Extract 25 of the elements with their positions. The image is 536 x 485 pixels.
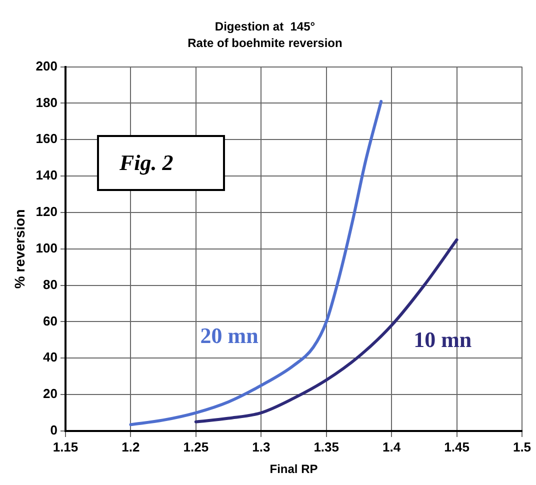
y-axis-title: % reversion — [11, 209, 28, 289]
x-tick-label: 1.45 — [444, 439, 470, 454]
x-tick-label: 1.15 — [52, 439, 78, 454]
x-tick-label: 1.3 — [252, 439, 270, 454]
x-tick-label: 1.2 — [122, 439, 140, 454]
caption-box: Fig. 2 — [97, 134, 226, 191]
x-tick-label: 1.35 — [314, 439, 340, 454]
chart-title: Digestion at 145° — [214, 20, 316, 34]
x-tick-label: 1.5 — [512, 439, 532, 454]
y-tick-label: 160 — [36, 131, 58, 146]
y-tick-label: 20 — [43, 386, 58, 402]
y-tick-label: 180 — [36, 94, 58, 110]
x-tick-label: 1.25 — [183, 439, 209, 454]
x-tick-label: 1.4 — [382, 439, 402, 454]
y-tick-label: 0 — [50, 422, 58, 438]
chart-subtitle: Rate of boehmite reversion — [188, 36, 342, 50]
y-tick-label: 120 — [36, 204, 58, 220]
series-label: 20 mn — [200, 322, 258, 348]
y-tick-label: 200 — [36, 58, 58, 74]
y-tick-label: 60 — [43, 313, 58, 328]
y-tick-label: 80 — [43, 276, 58, 292]
x-axis-title: Final RP — [270, 462, 318, 476]
y-tick-label: 40 — [43, 350, 58, 365]
y-tick-label: 140 — [36, 168, 58, 183]
y-tick-label: 100 — [36, 240, 58, 256]
